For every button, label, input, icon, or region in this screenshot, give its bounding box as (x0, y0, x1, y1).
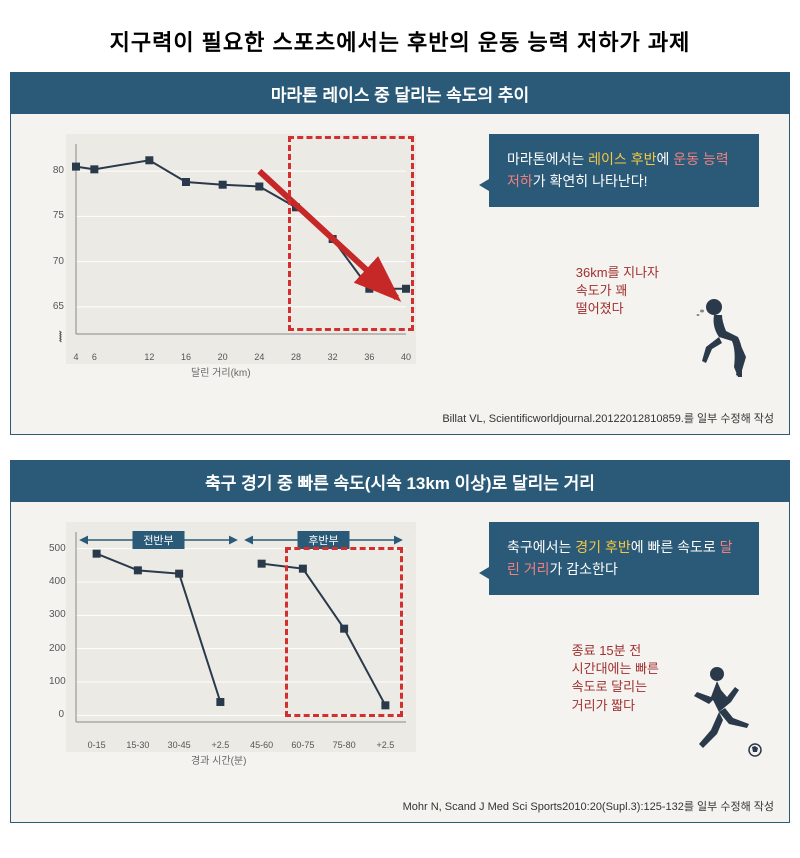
soccer-header: 축구 경기 중 빠른 속도(시속 13km 이상)로 달리는 거리 (11, 461, 789, 502)
x-tick: 6 (92, 352, 97, 362)
x-tick: 28 (291, 352, 301, 362)
x-tick: 40 (401, 352, 411, 362)
soccer-panel: 축구 경기 중 빠른 속도(시속 13km 이상)로 달리는 거리 빠른 속도,… (10, 460, 790, 823)
x-tick: 4 (73, 352, 78, 362)
y-tick: 0 (49, 709, 64, 720)
chart2-x-label: 경과 시간(분) (191, 752, 246, 767)
soccer-player-icon (669, 662, 764, 762)
y-tick: 65 (49, 301, 64, 312)
chart2-citation: Mohr N, Scand J Med Sci Sports2010:20(Su… (403, 798, 774, 814)
y-tick: 80 (49, 165, 64, 176)
marathon-body: 달린 속도(%)(최대산소섭취량 대비) ⦚ 달린 거리(km) 마라톤에서는 … (11, 114, 789, 434)
y-tick: 75 (49, 210, 64, 221)
chart2-annotation: 종료 15분 전시간대에는 빠른속도로 달리는거리가 짧다 (572, 642, 659, 715)
chart1-annotation: 36km를 지나자속도가 꽤떨어졌다 (576, 264, 659, 319)
chart2-plot: 전반부 후반부 (66, 522, 416, 752)
svg-text:후반부: 후반부 (308, 534, 338, 547)
chart1-plot (66, 134, 416, 364)
x-tick: 60-75 (291, 740, 314, 750)
x-tick: 16 (181, 352, 191, 362)
chart1-citation: Billat VL, Scientificworldjournal.201220… (442, 410, 774, 426)
soccer-body: 빠른 속도, 로 달린 거리(m) 전반부후반부 경과 시간(분) 축구에서는 … (11, 502, 789, 822)
y-tick: 500 (49, 543, 64, 554)
chart1-x-label: 달린 거리(km) (191, 364, 251, 379)
x-tick: 75-80 (333, 740, 356, 750)
x-tick: 0-15 (88, 740, 106, 750)
y-tick: 200 (49, 643, 64, 654)
x-tick: 20 (218, 352, 228, 362)
axis-break: ⦚ (59, 329, 62, 346)
marathon-panel: 마라톤 레이스 중 달리는 속도의 추이 달린 속도(%)(최대산소섭취량 대비… (10, 72, 790, 435)
chart2-speech: 축구에서는 경기 후반에 빠른 속도로 달린 거리가 감소한다 (489, 522, 759, 595)
x-tick: 24 (254, 352, 264, 362)
tired-runner-icon (684, 289, 759, 379)
y-tick: 400 (49, 576, 64, 587)
main-title: 지구력이 필요한 스포츠에서는 후반의 운동 능력 저하가 과제 (10, 10, 790, 72)
y-tick: 70 (49, 256, 64, 267)
x-tick: 30-45 (168, 740, 191, 750)
marathon-header: 마라톤 레이스 중 달리는 속도의 추이 (11, 73, 789, 114)
svg-text:전반부: 전반부 (143, 534, 173, 547)
chart1-speech: 마라톤에서는 레이스 후반에 운동 능력 저하가 확연히 나타난다! (489, 134, 759, 207)
x-tick: +2.5 (211, 740, 229, 750)
x-tick: 32 (328, 352, 338, 362)
y-tick: 300 (49, 609, 64, 620)
x-tick: 15-30 (126, 740, 149, 750)
x-tick: +2.5 (376, 740, 394, 750)
y-tick: 100 (49, 676, 64, 687)
x-tick: 45-60 (250, 740, 273, 750)
x-tick: 12 (144, 352, 154, 362)
x-tick: 36 (364, 352, 374, 362)
